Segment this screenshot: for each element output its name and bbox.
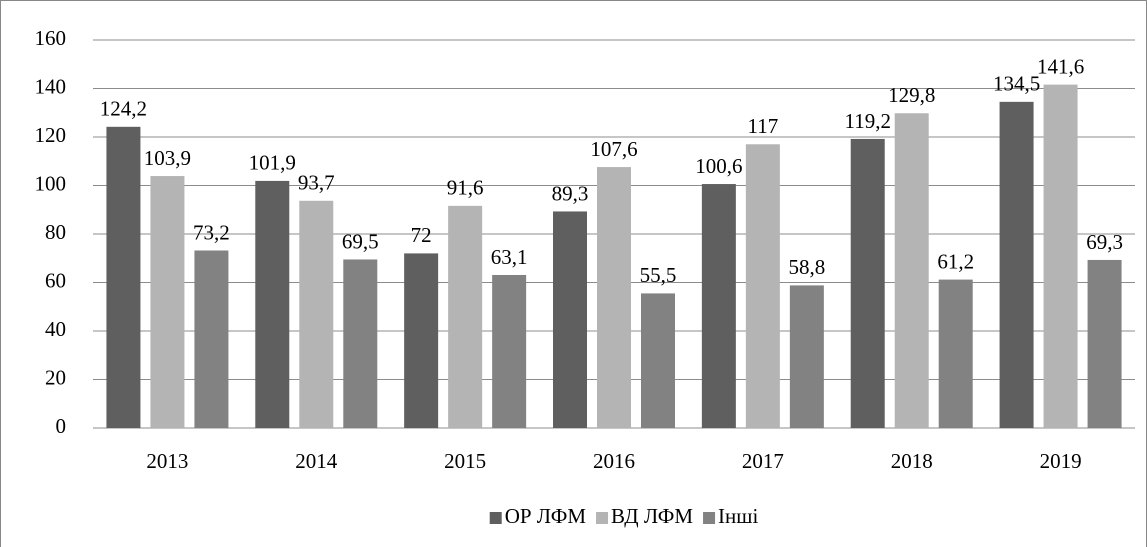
bar — [299, 200, 334, 428]
bar — [789, 285, 824, 428]
x-tick-label: 2016 — [593, 449, 635, 473]
x-tick-label: 2019 — [1040, 449, 1082, 473]
x-tick-label: 2017 — [742, 449, 784, 473]
y-tick-label: 40 — [45, 317, 66, 341]
bar — [343, 259, 378, 428]
x-tick-label: 2018 — [891, 449, 933, 473]
data-label: 58,8 — [788, 255, 825, 279]
y-tick-label: 140 — [35, 74, 67, 98]
data-label: 101,9 — [249, 151, 296, 175]
data-label: 124,2 — [100, 97, 147, 121]
bar — [448, 205, 483, 428]
x-tick-label: 2015 — [444, 449, 486, 473]
data-label: 73,2 — [193, 220, 230, 244]
y-tick-label: 20 — [45, 365, 66, 389]
bar — [850, 138, 885, 428]
bar — [255, 180, 290, 428]
data-label: 107,6 — [590, 137, 637, 161]
data-label: 119,2 — [844, 109, 890, 133]
bar — [894, 113, 929, 429]
bar — [1043, 84, 1078, 429]
x-tick-label: 2014 — [295, 449, 338, 473]
y-tick-label: 120 — [35, 123, 67, 147]
y-tick-label: 80 — [45, 220, 66, 244]
y-tick-label: 100 — [35, 171, 67, 195]
bar — [999, 101, 1034, 429]
bar — [641, 293, 675, 428]
y-tick-label: 160 — [35, 26, 67, 50]
bar — [194, 250, 229, 428]
legend-swatch — [489, 512, 502, 524]
bar — [106, 126, 141, 428]
legend-swatch — [596, 512, 609, 524]
data-label: 61,2 — [937, 249, 974, 273]
data-label: 134,5 — [993, 72, 1040, 96]
y-tick-label: 60 — [45, 268, 66, 292]
data-label: 103,9 — [144, 146, 191, 170]
data-label: 141,6 — [1037, 54, 1084, 78]
bar — [597, 167, 631, 428]
legend-label: ВД ЛФМ — [611, 504, 693, 528]
data-label: 69,5 — [342, 229, 379, 253]
data-label: 129,8 — [888, 83, 935, 107]
bar — [701, 184, 736, 428]
legend-label: Інші — [718, 504, 758, 528]
data-label: 91,6 — [447, 176, 484, 200]
x-tick-label: 2013 — [146, 449, 188, 473]
data-label: 69,3 — [1086, 230, 1123, 254]
data-label: 93,7 — [298, 171, 335, 195]
legend-swatch — [703, 512, 716, 524]
data-label: 117 — [747, 114, 778, 138]
data-label: 100,6 — [695, 154, 742, 178]
bar — [938, 279, 973, 428]
legend-label: ОР ЛФМ — [505, 504, 587, 528]
data-label: 55,5 — [640, 263, 677, 287]
y-tick-label: 0 — [56, 414, 67, 438]
data-label: 63,1 — [491, 245, 528, 269]
bar — [745, 144, 780, 428]
bar — [553, 211, 587, 428]
data-label: 89,3 — [552, 181, 589, 205]
data-label: 72 — [411, 223, 432, 247]
bar — [492, 274, 527, 428]
bar — [1087, 259, 1122, 428]
bar — [150, 176, 185, 428]
bar — [404, 253, 439, 428]
